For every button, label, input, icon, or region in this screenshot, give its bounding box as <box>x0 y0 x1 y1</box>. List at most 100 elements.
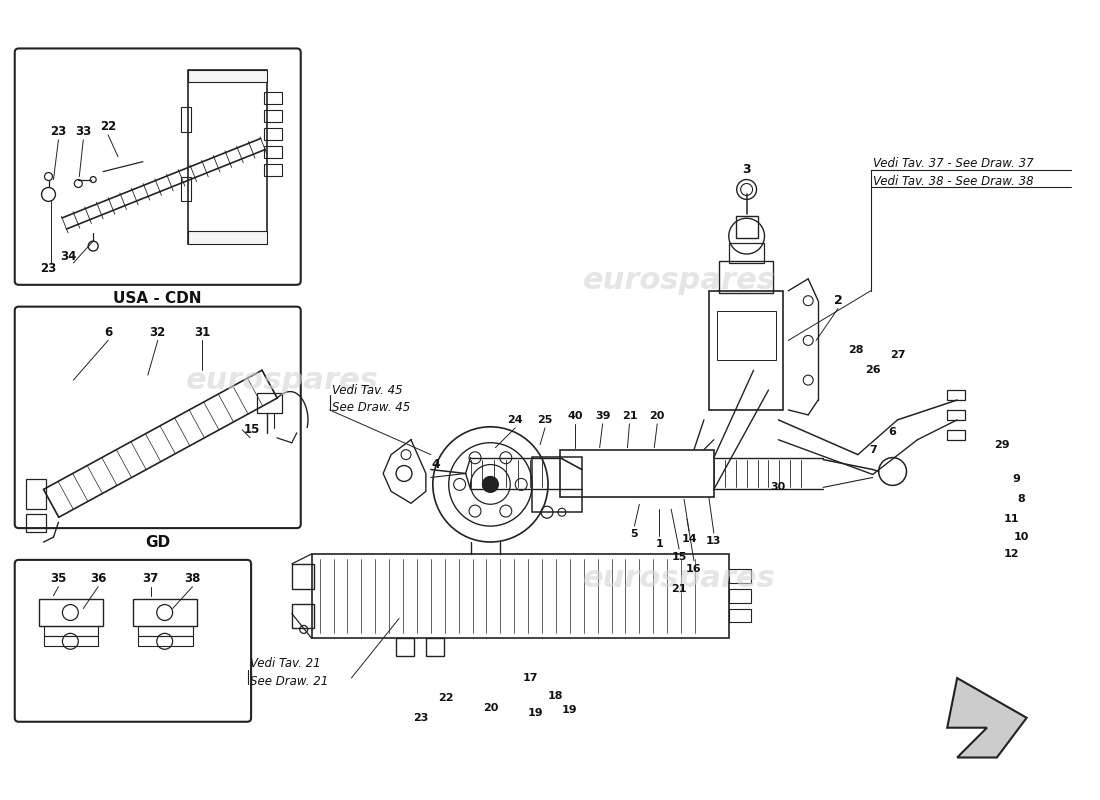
Text: 31: 31 <box>195 326 210 339</box>
Text: 24: 24 <box>507 415 524 425</box>
Bar <box>180 107 190 132</box>
Text: 7: 7 <box>869 445 877 454</box>
Text: 36: 36 <box>90 572 107 586</box>
Text: 26: 26 <box>865 366 881 375</box>
Text: 22: 22 <box>438 693 453 703</box>
Text: 23: 23 <box>41 262 56 275</box>
Bar <box>264 128 282 140</box>
Text: 18: 18 <box>547 691 563 701</box>
Text: 15: 15 <box>244 423 261 436</box>
Bar <box>187 70 267 244</box>
Text: 21: 21 <box>621 411 637 421</box>
Bar <box>292 564 313 589</box>
FancyBboxPatch shape <box>14 49 300 285</box>
Text: 15: 15 <box>671 552 686 562</box>
Text: 33: 33 <box>75 126 91 138</box>
Text: 11: 11 <box>1004 514 1020 524</box>
Text: 32: 32 <box>150 326 166 339</box>
Text: 13: 13 <box>706 536 722 546</box>
Bar <box>25 479 45 510</box>
Text: 1: 1 <box>656 539 663 549</box>
Bar <box>187 231 267 244</box>
Text: 40: 40 <box>568 411 583 421</box>
Text: Vedi Tav. 45: Vedi Tav. 45 <box>331 383 403 397</box>
Bar <box>311 554 728 638</box>
Bar <box>264 146 282 158</box>
Bar <box>736 216 758 238</box>
Text: 28: 28 <box>848 346 864 355</box>
Text: See Draw. 45: See Draw. 45 <box>331 402 410 414</box>
Bar <box>138 626 192 636</box>
Text: eurospares: eurospares <box>583 564 775 594</box>
Text: 27: 27 <box>890 350 905 360</box>
Bar <box>187 70 267 82</box>
Text: 20: 20 <box>650 411 664 421</box>
Bar <box>396 638 414 656</box>
Text: 35: 35 <box>51 572 67 586</box>
Bar <box>728 569 750 582</box>
Bar <box>708 290 783 410</box>
Text: See Draw. 21: See Draw. 21 <box>250 674 328 687</box>
Text: 17: 17 <box>522 673 538 683</box>
Bar <box>44 636 98 646</box>
Text: 4: 4 <box>431 458 440 471</box>
Bar <box>426 638 443 656</box>
Text: eurospares: eurospares <box>186 366 378 394</box>
Text: 2: 2 <box>834 294 843 307</box>
Bar <box>728 609 750 622</box>
Text: 30: 30 <box>771 482 786 492</box>
Text: 34: 34 <box>60 250 77 262</box>
Bar <box>264 92 282 104</box>
Text: 39: 39 <box>595 411 610 421</box>
Bar <box>947 410 965 420</box>
Bar <box>560 450 714 498</box>
Bar <box>728 243 763 263</box>
Text: GD: GD <box>145 534 170 550</box>
Bar <box>138 636 192 646</box>
Text: 9: 9 <box>1013 474 1021 485</box>
Bar <box>180 177 190 202</box>
Text: eurospares: eurospares <box>583 266 775 295</box>
Bar <box>25 514 45 532</box>
Bar <box>39 598 103 626</box>
FancyBboxPatch shape <box>14 560 251 722</box>
Text: 10: 10 <box>1014 532 1030 542</box>
Bar <box>728 589 750 602</box>
Text: 38: 38 <box>185 572 200 586</box>
Text: 20: 20 <box>483 703 498 713</box>
Text: 14: 14 <box>681 534 696 544</box>
Text: 3: 3 <box>742 163 751 176</box>
Text: 6: 6 <box>889 426 896 437</box>
Bar <box>257 393 282 413</box>
Circle shape <box>483 477 498 492</box>
Bar <box>718 261 773 293</box>
Bar <box>717 310 777 360</box>
Text: 12: 12 <box>1004 549 1020 559</box>
Text: 29: 29 <box>994 440 1010 450</box>
Bar <box>947 390 965 400</box>
Bar <box>264 164 282 175</box>
Text: Vedi Tav. 38 - See Draw. 38: Vedi Tav. 38 - See Draw. 38 <box>872 175 1033 188</box>
Text: 23: 23 <box>51 126 67 138</box>
Bar <box>264 110 282 122</box>
Text: 21: 21 <box>671 584 686 594</box>
Text: 6: 6 <box>104 326 112 339</box>
Text: 19: 19 <box>562 705 578 715</box>
Text: 37: 37 <box>143 572 158 586</box>
Text: 23: 23 <box>414 713 429 722</box>
Text: 22: 22 <box>100 121 117 134</box>
Polygon shape <box>947 678 1026 758</box>
Bar <box>947 430 965 440</box>
Bar <box>44 626 98 636</box>
Text: 25: 25 <box>537 415 552 425</box>
FancyBboxPatch shape <box>14 306 300 528</box>
Text: Vedi Tav. 37 - See Draw. 37: Vedi Tav. 37 - See Draw. 37 <box>872 157 1033 170</box>
Bar <box>292 603 313 629</box>
Bar <box>133 598 198 626</box>
Text: 19: 19 <box>527 708 543 718</box>
Bar <box>532 457 582 512</box>
Text: 16: 16 <box>686 564 702 574</box>
Text: 8: 8 <box>1018 494 1025 504</box>
Text: Vedi Tav. 21: Vedi Tav. 21 <box>250 657 321 670</box>
Text: 5: 5 <box>630 529 638 539</box>
